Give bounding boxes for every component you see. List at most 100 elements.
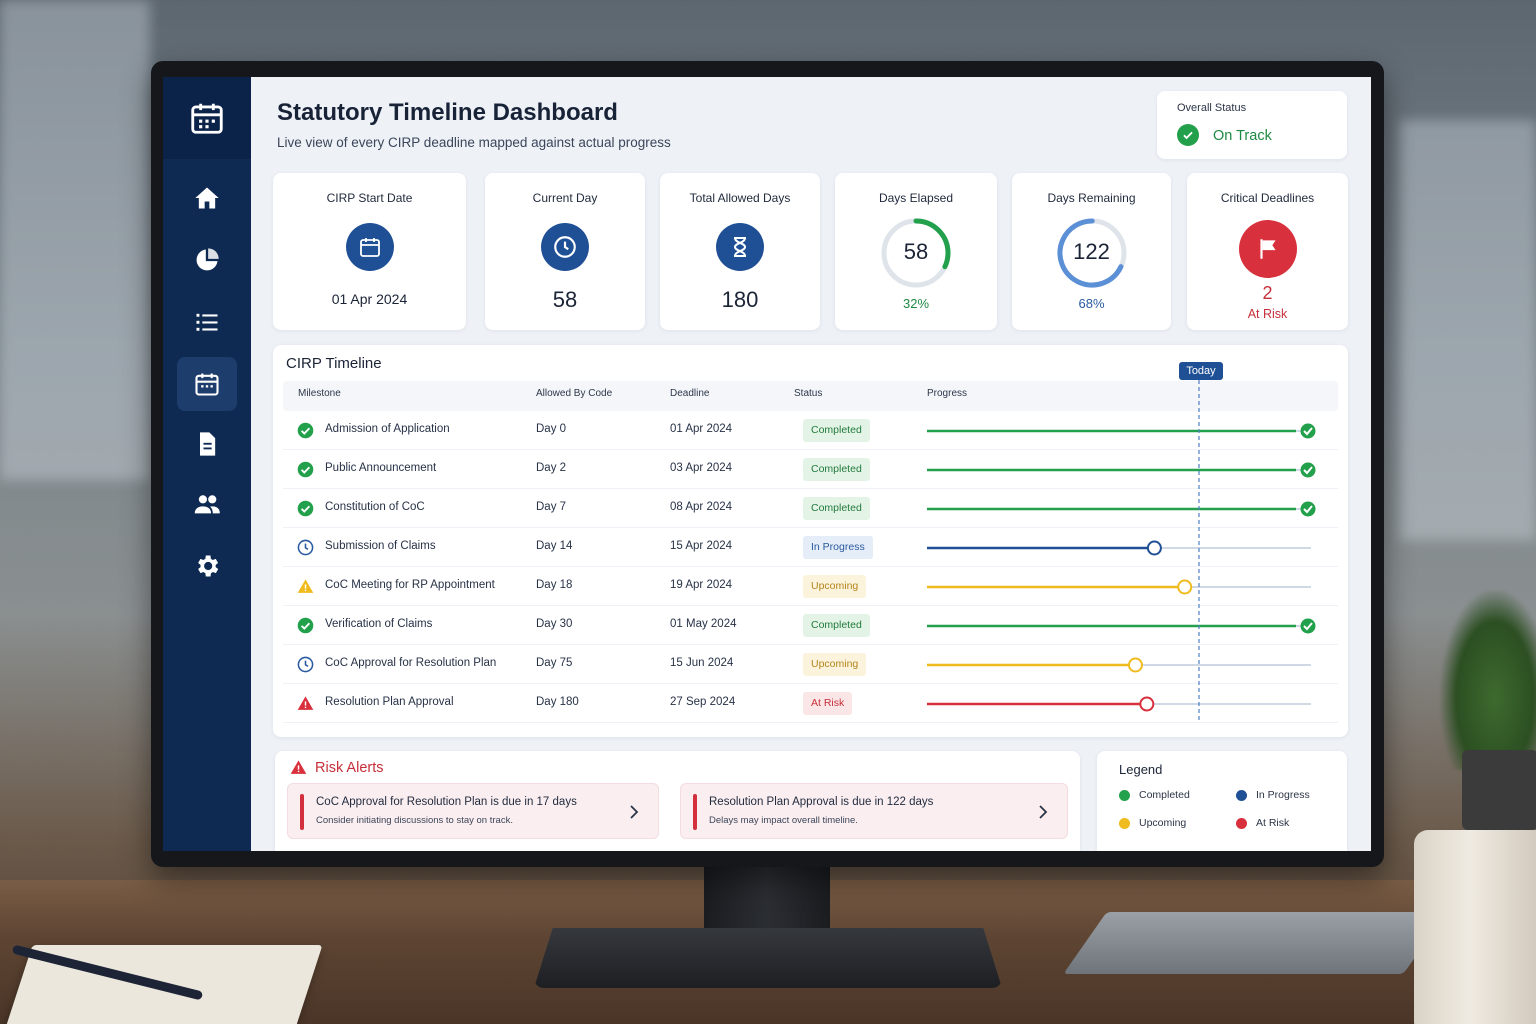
background-window: [0, 0, 150, 480]
legend-dot: [1119, 818, 1130, 829]
sidebar-item-settings[interactable]: [177, 539, 237, 593]
risk-alert-item[interactable]: Resolution Plan Approval is due in 122 d…: [680, 783, 1068, 839]
status-badge: Completed: [803, 419, 870, 442]
kpi-label: Critical Deadlines: [1220, 191, 1315, 205]
pie-chart-icon: [196, 248, 219, 271]
alert-detail: Consider initiating discussions to stay …: [316, 815, 513, 826]
kpi-sub: At Risk: [1247, 307, 1288, 321]
alert-bar: [300, 794, 304, 830]
chevron-right-icon[interactable]: [628, 802, 640, 822]
deadline: 08 Apr 2024: [670, 501, 733, 513]
sidebar-item-home[interactable]: [177, 171, 237, 225]
milestone-name: Verification of Claims: [325, 618, 433, 630]
milestone-name: CoC Approval for Resolution Plan: [325, 657, 497, 669]
sidebar-item-list[interactable]: [177, 295, 237, 349]
col-status: Status: [794, 388, 823, 399]
calendar-icon: [191, 103, 223, 134]
table-row[interactable]: CoC Approval for Resolution Plan Day 75 15…: [283, 645, 1338, 684]
sidebar-item-analytics[interactable]: [177, 233, 237, 287]
kpi-percent: 68%: [1078, 296, 1105, 311]
deadline: 19 Apr 2024: [670, 579, 733, 591]
kpi-current-day: Current Day 58: [485, 173, 645, 330]
kpi-value: 2: [1262, 283, 1273, 303]
kpi-label: Total Allowed Days: [689, 191, 791, 205]
milestone-name: Admission of Application: [325, 423, 450, 435]
app-logo[interactable]: [163, 77, 251, 159]
deadline: 01 May 2024: [670, 618, 737, 630]
deadline: 03 Apr 2024: [670, 462, 733, 474]
table-row[interactable]: CoC Meeting for RP Appointment Day 18 19 A…: [283, 567, 1338, 606]
legend-item-at-risk: At Risk: [1234, 817, 1289, 829]
deadline: 01 Apr 2024: [670, 423, 733, 435]
status-badge: Upcoming: [803, 653, 867, 676]
legend-item-completed: Completed: [1117, 789, 1190, 801]
table-row[interactable]: Verification of Claims Day 30 01 May 2024 C…: [283, 606, 1338, 645]
col-deadline: Deadline: [670, 388, 710, 399]
kpi-value: 58: [552, 287, 578, 312]
sidebar-item-documents[interactable]: [177, 417, 237, 471]
legend-dot: [1236, 818, 1247, 829]
kpi-percent: 32%: [902, 296, 930, 311]
kpi-label: CIRP Start Date: [326, 191, 413, 205]
risk-alert-item[interactable]: CoC Approval for Resolution Plan is due …: [287, 783, 659, 839]
chevron-right-icon[interactable]: [1037, 802, 1049, 822]
overall-status-card: Overall Status On Track: [1157, 91, 1347, 159]
laptop: [1063, 912, 1447, 974]
kpi-value: 58: [903, 239, 929, 264]
days-elapsed-ring: [881, 218, 951, 288]
allowed-by-code: Day 180: [536, 696, 579, 708]
calendar-icon: [195, 373, 219, 396]
check-circle-icon: [297, 461, 314, 478]
legend-label: At Risk: [1256, 817, 1290, 829]
sidebar-item-timeline[interactable]: [177, 357, 237, 411]
home-icon: [195, 187, 219, 209]
allowed-by-code: Day 2: [536, 462, 567, 474]
flag-icon: [1238, 220, 1297, 278]
allowed-by-code: Day 75: [536, 657, 573, 669]
milestone-name: CoC Meeting for RP Appointment: [325, 579, 495, 591]
alert-detail: Delays may impact overall timeline.: [709, 815, 858, 826]
check-circle-icon: [297, 500, 314, 517]
table-row[interactable]: Submission of Claims Day 14 15 Apr 2024 In …: [283, 528, 1338, 567]
list-icon: [196, 313, 218, 331]
legend-dot: [1119, 790, 1130, 801]
table-row[interactable]: Public Announcement Day 2 03 Apr 2024 Compl…: [283, 450, 1338, 489]
legend-item-in-progress: In Progress: [1234, 789, 1310, 801]
timeline-card: CIRP Timeline Milestone Allowed By Code …: [273, 345, 1348, 737]
alert-message: Resolution Plan Approval is due in 122 d…: [709, 796, 934, 808]
legend-item-upcoming: Upcoming: [1117, 817, 1186, 829]
sidebar: [163, 77, 251, 851]
kpi-value: 122: [1073, 239, 1110, 264]
legend-label: Completed: [1139, 789, 1190, 801]
legend-label: In Progress: [1256, 789, 1310, 801]
col-milestone: Milestone: [298, 388, 341, 399]
hourglass-icon: [716, 223, 764, 271]
timeline-header: [283, 381, 1338, 411]
check-circle-icon: [297, 422, 314, 439]
allowed-by-code: Day 14: [536, 540, 573, 552]
users-icon: [194, 495, 220, 514]
kpi-days-remaining: Days Remaining 122 68%: [1012, 173, 1171, 330]
clock-icon: [297, 656, 314, 673]
overall-status-label: Overall Status: [1177, 102, 1247, 114]
legend-dot: [1236, 790, 1247, 801]
plant-pot: [1462, 750, 1536, 830]
gear-icon: [198, 555, 219, 577]
sidebar-item-users[interactable]: [177, 477, 237, 531]
status-badge: Upcoming: [803, 575, 867, 598]
status-badge: Completed: [803, 614, 870, 637]
table-row[interactable]: Constitution of CoC Day 7 08 Apr 2024 Compl…: [283, 489, 1338, 528]
deadline: 27 Sep 2024: [670, 696, 736, 708]
table-row[interactable]: Resolution Plan Approval Day 180 27 Sep 20…: [283, 684, 1338, 723]
kpi-start-date: CIRP Start Date 01 Apr 2024: [273, 173, 466, 330]
monitor-stand: [704, 862, 830, 940]
milestone-name: Public Announcement: [325, 462, 437, 474]
alert-message: CoC Approval for Resolution Plan is due …: [316, 796, 577, 808]
clock-icon: [297, 539, 314, 556]
document-icon: [200, 432, 216, 456]
kpi-value: 180: [721, 287, 759, 312]
legend-card: Legend Completed In Progress Upcoming At…: [1097, 751, 1347, 851]
allowed-by-code: Day 30: [536, 618, 573, 630]
page-subtitle: Live view of every CIRP deadline mapped …: [277, 135, 671, 150]
table-row[interactable]: Admission of Application Day 0 01 Apr 2024…: [283, 411, 1338, 450]
